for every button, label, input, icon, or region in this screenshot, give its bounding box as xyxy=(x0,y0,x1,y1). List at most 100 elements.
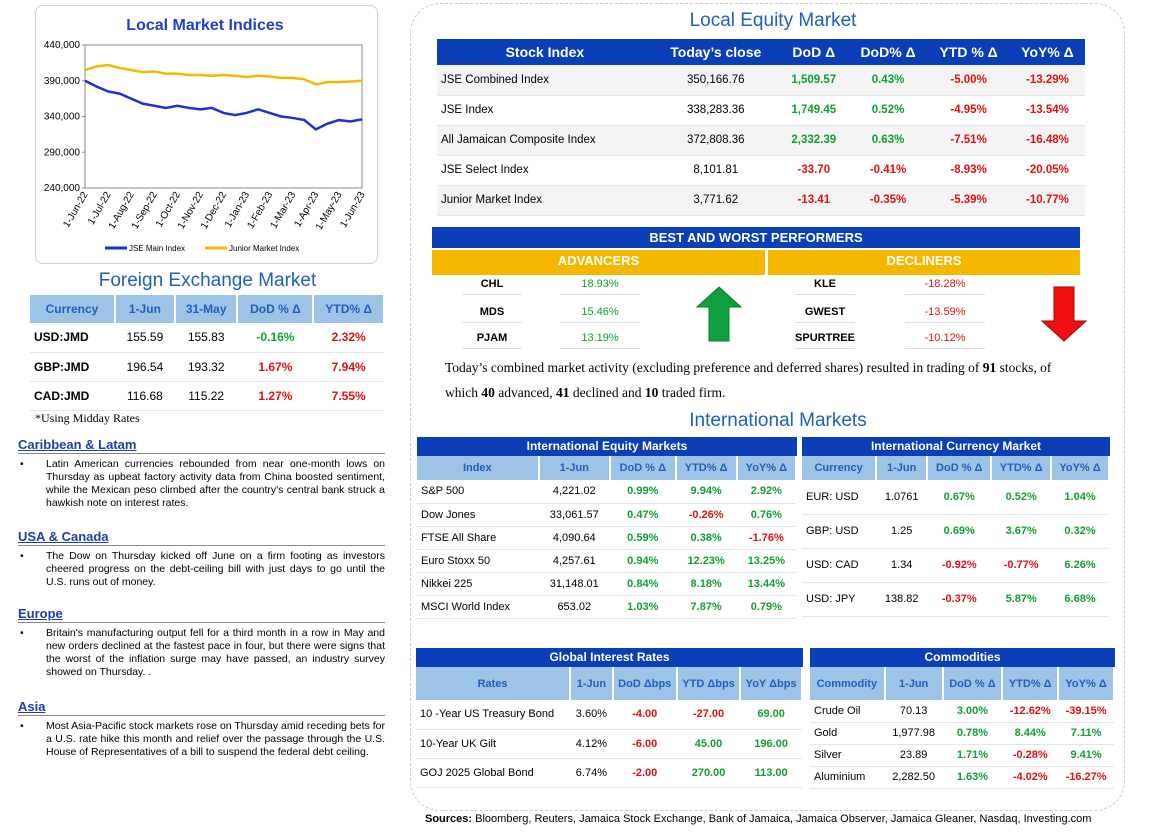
cell: 31,148.01 xyxy=(538,572,610,596)
cell: 0.52% xyxy=(848,95,928,126)
row: JSE Select Index 8,101.81 -33.70 -0.41% -8.9… xyxy=(437,155,1085,186)
cell: 0.67% xyxy=(927,480,992,515)
row: GOJ 2025 Global Bond 6.74% -2.00 270.00 113.… xyxy=(416,758,802,788)
cell: 4,090.64 xyxy=(538,526,610,550)
cell: GBP: USD xyxy=(802,514,877,549)
cell: -1.76% xyxy=(736,526,796,550)
news-item: Asia Most Asia-Pacific stock markets rose… xyxy=(18,699,385,759)
cell: -13.41 xyxy=(778,185,849,216)
column-header: 1-Jun xyxy=(114,295,176,323)
row: Junior Market Index 3,771.62 -13.41 -0.35% -… xyxy=(437,185,1085,216)
cell: Crude Oil xyxy=(810,700,885,723)
cell: 69.00 xyxy=(740,700,802,730)
row: Dow Jones 33,061.57 0.47% -0.26% 0.76% xyxy=(417,503,796,527)
legend-label: Junior Market Index xyxy=(229,244,299,253)
cell: 8.44% xyxy=(1002,722,1059,745)
commodities-table: Commodities Commodity 1-Jun DoD % Δ YTD% Δ Yo… xyxy=(810,648,1115,789)
performer-value: -18.28% xyxy=(905,278,985,295)
cell: 115.22 xyxy=(174,381,238,411)
cell: -0.41% xyxy=(848,155,928,186)
table: Currency 1-Jun DoD % Δ YTD% Δ YoY% Δ EUR: USD… xyxy=(802,456,1110,617)
forex-title: Foreign Exchange Market xyxy=(98,270,317,291)
column-header: DoD Δbps xyxy=(612,667,678,700)
cell: 155.83 xyxy=(174,323,238,353)
row: All Jamaican Composite Index 372,808.36 2,… xyxy=(437,125,1085,156)
row: USD: JPY 138.82 -0.37% 5.87% 6.68% xyxy=(802,582,1109,617)
cell: 1.34 xyxy=(876,548,928,583)
cell: USD: CAD xyxy=(802,548,877,583)
cell: 7.94% xyxy=(313,352,384,382)
cell: 4,257.61 xyxy=(538,549,610,573)
table-title: International Equity Markets xyxy=(417,437,797,456)
performer-name: MDS xyxy=(462,306,522,323)
cell: 1,509.57 xyxy=(778,65,849,96)
cell: -10.77% xyxy=(1009,185,1085,216)
performer-name: SPURTREE xyxy=(795,332,855,349)
cell: 3.67% xyxy=(991,514,1052,549)
column-header: DoD % Δ xyxy=(237,295,315,323)
column-header: Commodity xyxy=(810,667,886,700)
column-header: DoD% Δ xyxy=(848,39,928,65)
cell: 3,771.62 xyxy=(652,185,779,216)
cell: -27.00 xyxy=(676,700,741,730)
y-tick-label: 340,000 xyxy=(44,112,81,123)
row: MSCI World Index 653.02 1.03% 7.87% 0.79% xyxy=(417,595,796,619)
sources-label: Sources: xyxy=(425,813,473,825)
performer-value: -13.59% xyxy=(905,306,985,323)
row: CAD:JMD 116.68 115.22 1.27% 7.55% xyxy=(30,381,384,411)
legend-label: JSE Main Index xyxy=(129,244,185,253)
cell: JSE Select Index xyxy=(437,155,653,186)
column-header: Index xyxy=(417,456,540,480)
table: Rates 1-Jun DoD Δbps YTD Δbps YoY Δbps 10 -Ye… xyxy=(416,667,803,788)
cell: 0.38% xyxy=(675,526,737,550)
cell: 0.79% xyxy=(736,595,796,619)
cell: -0.28% xyxy=(1002,744,1059,767)
cell: -4.95% xyxy=(927,95,1010,126)
cell: -4.02% xyxy=(1002,766,1059,789)
series-line xyxy=(84,79,363,131)
cell: 13.44% xyxy=(736,572,796,596)
row: S&P 500 4,221.02 0.99% 9.94% 2.92% xyxy=(417,480,796,504)
cell: 0.76% xyxy=(736,503,796,527)
x-tick-label: 1-Jun-22 xyxy=(61,190,90,230)
cell: JSE Index xyxy=(437,95,653,126)
cell: 1.67% xyxy=(237,352,314,382)
cell: FTSE All Share xyxy=(417,526,539,550)
cell: -0.77% xyxy=(991,548,1052,583)
cell: 8.18% xyxy=(675,572,737,596)
column-header: 1-Jun xyxy=(884,667,944,700)
row: 10-Year UK Gilt 4.12% -6.00 45.00 196.00 xyxy=(416,729,802,759)
header-row: Currency 1-Jun DoD % Δ YTD% Δ YoY% Δ xyxy=(802,456,1110,480)
row: Gold 1,977.98 0.78% 8.44% 7.11% xyxy=(810,722,1114,745)
cell: 350,166.76 xyxy=(652,65,779,96)
cell: JSE Combined Index xyxy=(437,65,653,96)
row: GBP: USD 1.25 0.69% 3.67% 0.32% xyxy=(802,514,1109,549)
cell: -16.48% xyxy=(1009,125,1085,156)
table-title: Global Interest Rates xyxy=(416,648,803,667)
cell: 1,977.98 xyxy=(884,722,943,745)
cell: 4,221.02 xyxy=(538,480,610,504)
cell: 1,749.45 xyxy=(778,95,849,126)
performer-name: CHL xyxy=(462,278,522,295)
cell: 12.23% xyxy=(675,549,737,573)
row: JSE Combined Index 350,166.76 1,509.57 0.43… xyxy=(437,65,1085,96)
summary-part: 10 xyxy=(644,385,659,400)
cell: 0.78% xyxy=(942,722,1003,745)
table: Stock Index Today’s close DoD Δ DoD% Δ YTD %… xyxy=(437,39,1085,216)
cell: -5.00% xyxy=(927,65,1010,96)
column-header: YTD% Δ xyxy=(1002,667,1060,700)
column-header: YoY% Δ xyxy=(736,456,798,480)
table: Currency 1-Jun 31-May DoD % Δ YTD% Δ USD:JMD 1… xyxy=(30,295,385,411)
cell: 1.03% xyxy=(609,595,676,619)
column-header: YTD Δbps xyxy=(676,667,742,700)
down-arrow xyxy=(1040,286,1088,342)
cell: 155.59 xyxy=(114,323,175,353)
y-tick-label: 390,000 xyxy=(44,76,81,87)
cell: 0.63% xyxy=(848,125,928,156)
performer-value: -10.12% xyxy=(905,332,985,349)
sources: Sources: Bloomberg, Reuters, Jamaica Sto… xyxy=(425,813,1091,825)
news-text: Britain's manufacturing output fell for … xyxy=(20,627,385,679)
column-header: 31-May xyxy=(174,295,239,323)
cell: 0.84% xyxy=(609,572,676,596)
cell: -13.29% xyxy=(1009,65,1085,96)
